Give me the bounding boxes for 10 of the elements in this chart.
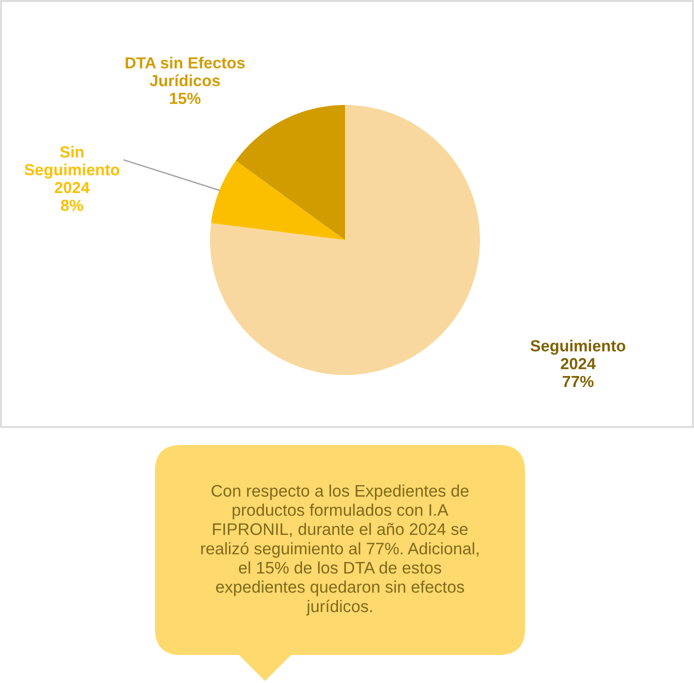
pie-slice xyxy=(236,105,345,240)
slice-label: Sin Seguimiento 2024 xyxy=(24,146,120,194)
pie-slice xyxy=(210,105,480,375)
slice-label: Seguimiento 2024 xyxy=(530,340,626,370)
pie-slice xyxy=(211,160,345,240)
slice-label: DTA sin Efectos Jurídicos xyxy=(126,56,245,86)
data-label: 15% xyxy=(170,92,201,104)
text: Con respecto a los Expedientes de productos formulados con I.A FIPRONIL, durante el año 2024 se realizó seguimiento al 77%. Adicional, el 15% de los DTA de estos expedientes quedaron sin efectos jurídicos. xyxy=(201,484,478,616)
data-label: 77% xyxy=(562,376,594,388)
data-label: 8% xyxy=(60,200,84,211)
